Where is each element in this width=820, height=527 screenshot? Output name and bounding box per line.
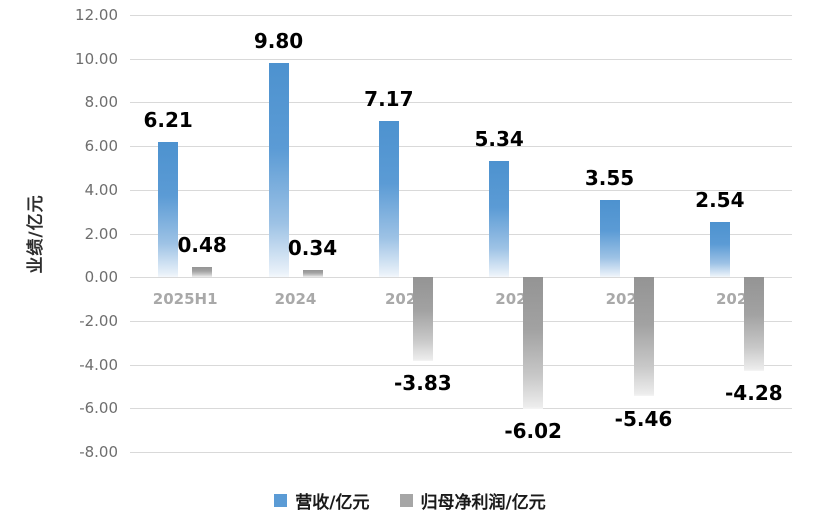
data-label: 3.55 — [584, 165, 635, 190]
y-axis-title: 业绩/亿元 — [26, 194, 46, 274]
data-label: 0.48 — [177, 232, 227, 257]
y-tick-label: 2.00 — [84, 224, 118, 243]
data-label: 0.34 — [287, 235, 338, 260]
x-tick-label: 2023 — [384, 290, 427, 309]
net-profit-bar — [192, 266, 213, 278]
y-tick-label: 6.00 — [84, 137, 118, 156]
net-profit-bar — [633, 277, 654, 397]
legend-label: 归母净利润/亿元 — [420, 493, 546, 513]
revenue-bar — [489, 160, 510, 278]
y-tick-label: 10.00 — [75, 49, 118, 68]
data-label: -4.28 — [725, 380, 783, 405]
x-tick-label: 2025H1 — [152, 290, 218, 309]
data-label: 9.80 — [253, 29, 304, 54]
y-tick-label: 0.00 — [84, 268, 118, 287]
x-tick-label: 2022 — [495, 290, 538, 309]
y-tick-label: 12.00 — [75, 6, 118, 24]
y-tick-label: -8.00 — [79, 443, 118, 461]
y-tick-label: -6.00 — [79, 399, 118, 418]
net-profit-bar — [743, 277, 764, 371]
gridline — [130, 15, 792, 16]
revenue-bar — [158, 141, 179, 278]
gridline — [130, 452, 792, 453]
gridline — [130, 364, 792, 366]
legend-item: 营收/亿元 — [274, 488, 370, 513]
revenue-bar — [268, 63, 289, 278]
net-profit-bar — [412, 277, 433, 361]
net-profit-bar — [302, 269, 323, 278]
data-label: 2.54 — [695, 187, 745, 212]
revenue-bar — [599, 199, 620, 278]
y-tick-label: -4.00 — [79, 355, 118, 374]
gridline — [130, 102, 792, 104]
data-label: -3.83 — [394, 370, 452, 395]
legend-swatch — [399, 494, 413, 507]
x-tick-label: 2024 — [274, 290, 317, 309]
x-tick-label: 2021 — [605, 290, 648, 309]
data-label: 7.17 — [364, 86, 414, 111]
revenue-bar — [378, 120, 399, 278]
gridline — [130, 320, 792, 322]
net-profit-bar — [523, 277, 544, 409]
data-label: 5.34 — [474, 126, 524, 151]
gridline — [130, 408, 792, 410]
legend-swatch — [274, 494, 288, 507]
revenue-bar — [709, 221, 730, 278]
y-tick-label: 4.00 — [84, 180, 118, 199]
y-tick-label: 8.00 — [84, 93, 118, 112]
data-label: -5.46 — [614, 406, 673, 431]
legend-label: 营收/亿元 — [295, 493, 370, 513]
legend-item: 归母净利润/亿元 — [399, 488, 546, 513]
legend: 营收/亿元 归母净利润/亿元 — [0, 488, 820, 513]
gridline — [130, 146, 792, 148]
gridline — [130, 189, 792, 191]
data-label: 6.21 — [143, 107, 193, 132]
x-tick-label: 2020 — [715, 290, 758, 309]
y-tick-label: -2.00 — [79, 311, 118, 330]
data-label: -6.02 — [504, 418, 562, 443]
gridline — [130, 277, 792, 279]
gridline — [130, 233, 792, 235]
gridline — [130, 58, 792, 60]
